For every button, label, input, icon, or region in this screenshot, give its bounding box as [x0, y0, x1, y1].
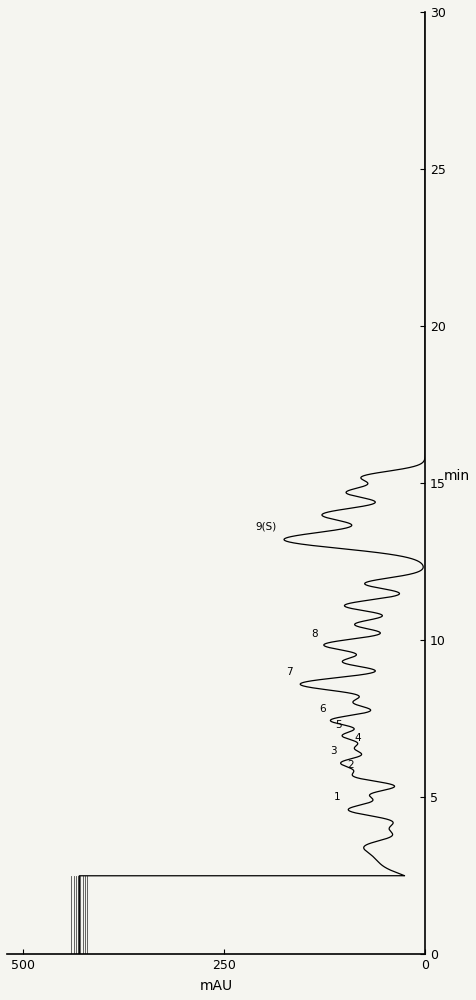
Text: 8: 8 [311, 629, 317, 639]
Text: 1: 1 [333, 792, 340, 802]
Text: 6: 6 [319, 704, 326, 714]
Text: 7: 7 [285, 667, 292, 677]
Text: 2: 2 [347, 760, 354, 770]
Y-axis label: min: min [443, 469, 469, 483]
Text: 4: 4 [354, 733, 360, 743]
Text: 3: 3 [329, 746, 336, 756]
Text: 9(S): 9(S) [255, 522, 276, 532]
Text: 5: 5 [335, 720, 342, 730]
X-axis label: mAU: mAU [199, 979, 232, 993]
